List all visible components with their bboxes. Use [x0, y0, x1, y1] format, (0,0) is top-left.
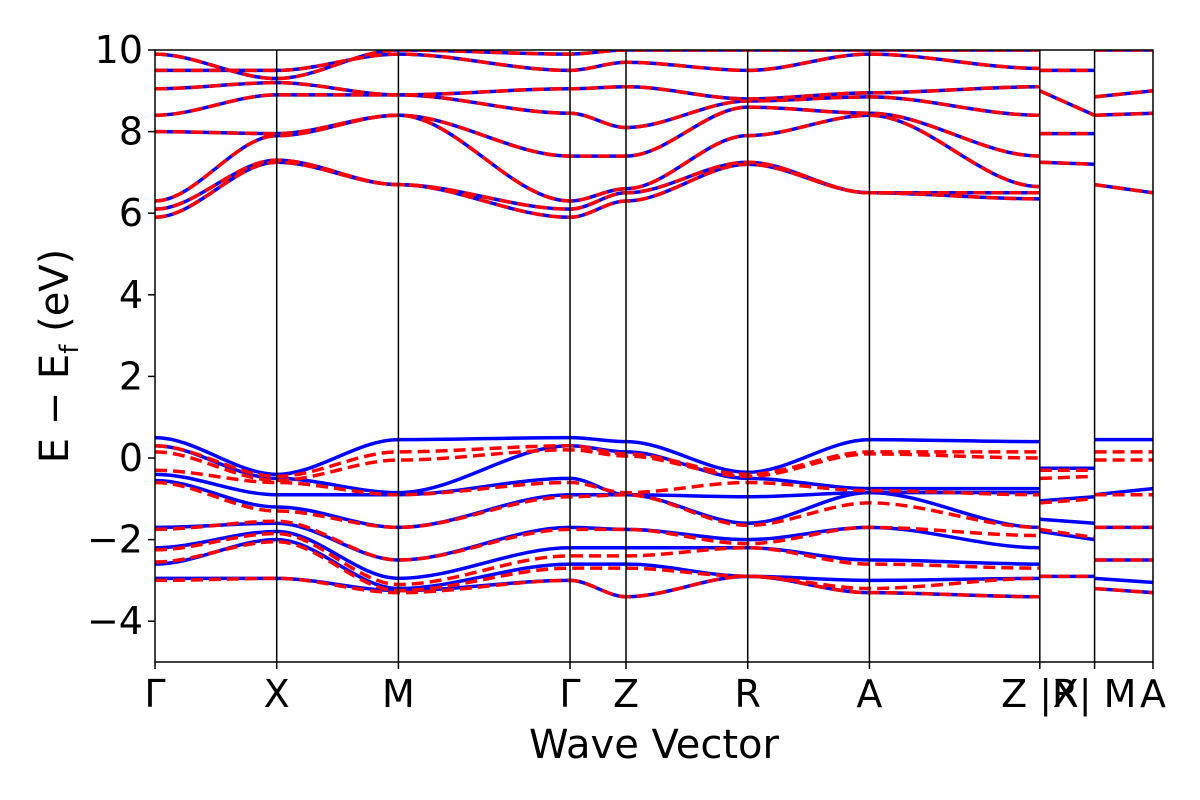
x-tick-label-0: Γ — [144, 672, 165, 716]
band-dashed-44 — [155, 160, 1040, 209]
y-tick-label-3: 2 — [119, 354, 143, 398]
x-tick-label-6: A — [856, 672, 882, 716]
band-solid-10 — [155, 115, 1040, 201]
y-tick-label-5: 6 — [119, 191, 143, 235]
y-axis-label-main: E − E — [32, 354, 78, 464]
band-lines — [155, 50, 1153, 597]
x-tick-label-3: Γ — [559, 672, 580, 716]
y-tick-label-2: 0 — [119, 436, 143, 480]
band-solid-8 — [155, 162, 1040, 217]
y-tick-label-4: 4 — [119, 273, 143, 317]
x-tick-label-4: Z — [613, 672, 639, 716]
y-tick-label-6: 8 — [119, 110, 143, 154]
band-solid-25 — [1095, 578, 1153, 582]
y-axis-label-unit: (eV) — [32, 249, 78, 345]
x-axis-label: Wave Vector — [529, 722, 780, 768]
band-dashed-62 — [1040, 162, 1095, 164]
x-tick-label-1: X — [264, 672, 290, 716]
x-tick-label-9: A — [1140, 672, 1166, 716]
band-dashed-52 — [1040, 476, 1095, 478]
x-tick-label-2: M — [382, 672, 415, 716]
y-tick-label-0: −4 — [87, 599, 143, 643]
band-dashed-45 — [155, 115, 1040, 201]
y-tick-label-1: −2 — [87, 518, 143, 562]
y-axis-ticks: −4 −2 0 2 4 6 8 10 — [87, 28, 155, 643]
y-tick-label-7: 10 — [95, 28, 143, 72]
x-tick-label-8: X| M — [1053, 672, 1137, 717]
x-tick-label-5: R — [735, 672, 761, 716]
band-solid-18 — [1040, 519, 1095, 523]
band-dashed-46 — [155, 107, 1040, 156]
y-axis-label: E − Ef (eV) — [32, 249, 85, 464]
